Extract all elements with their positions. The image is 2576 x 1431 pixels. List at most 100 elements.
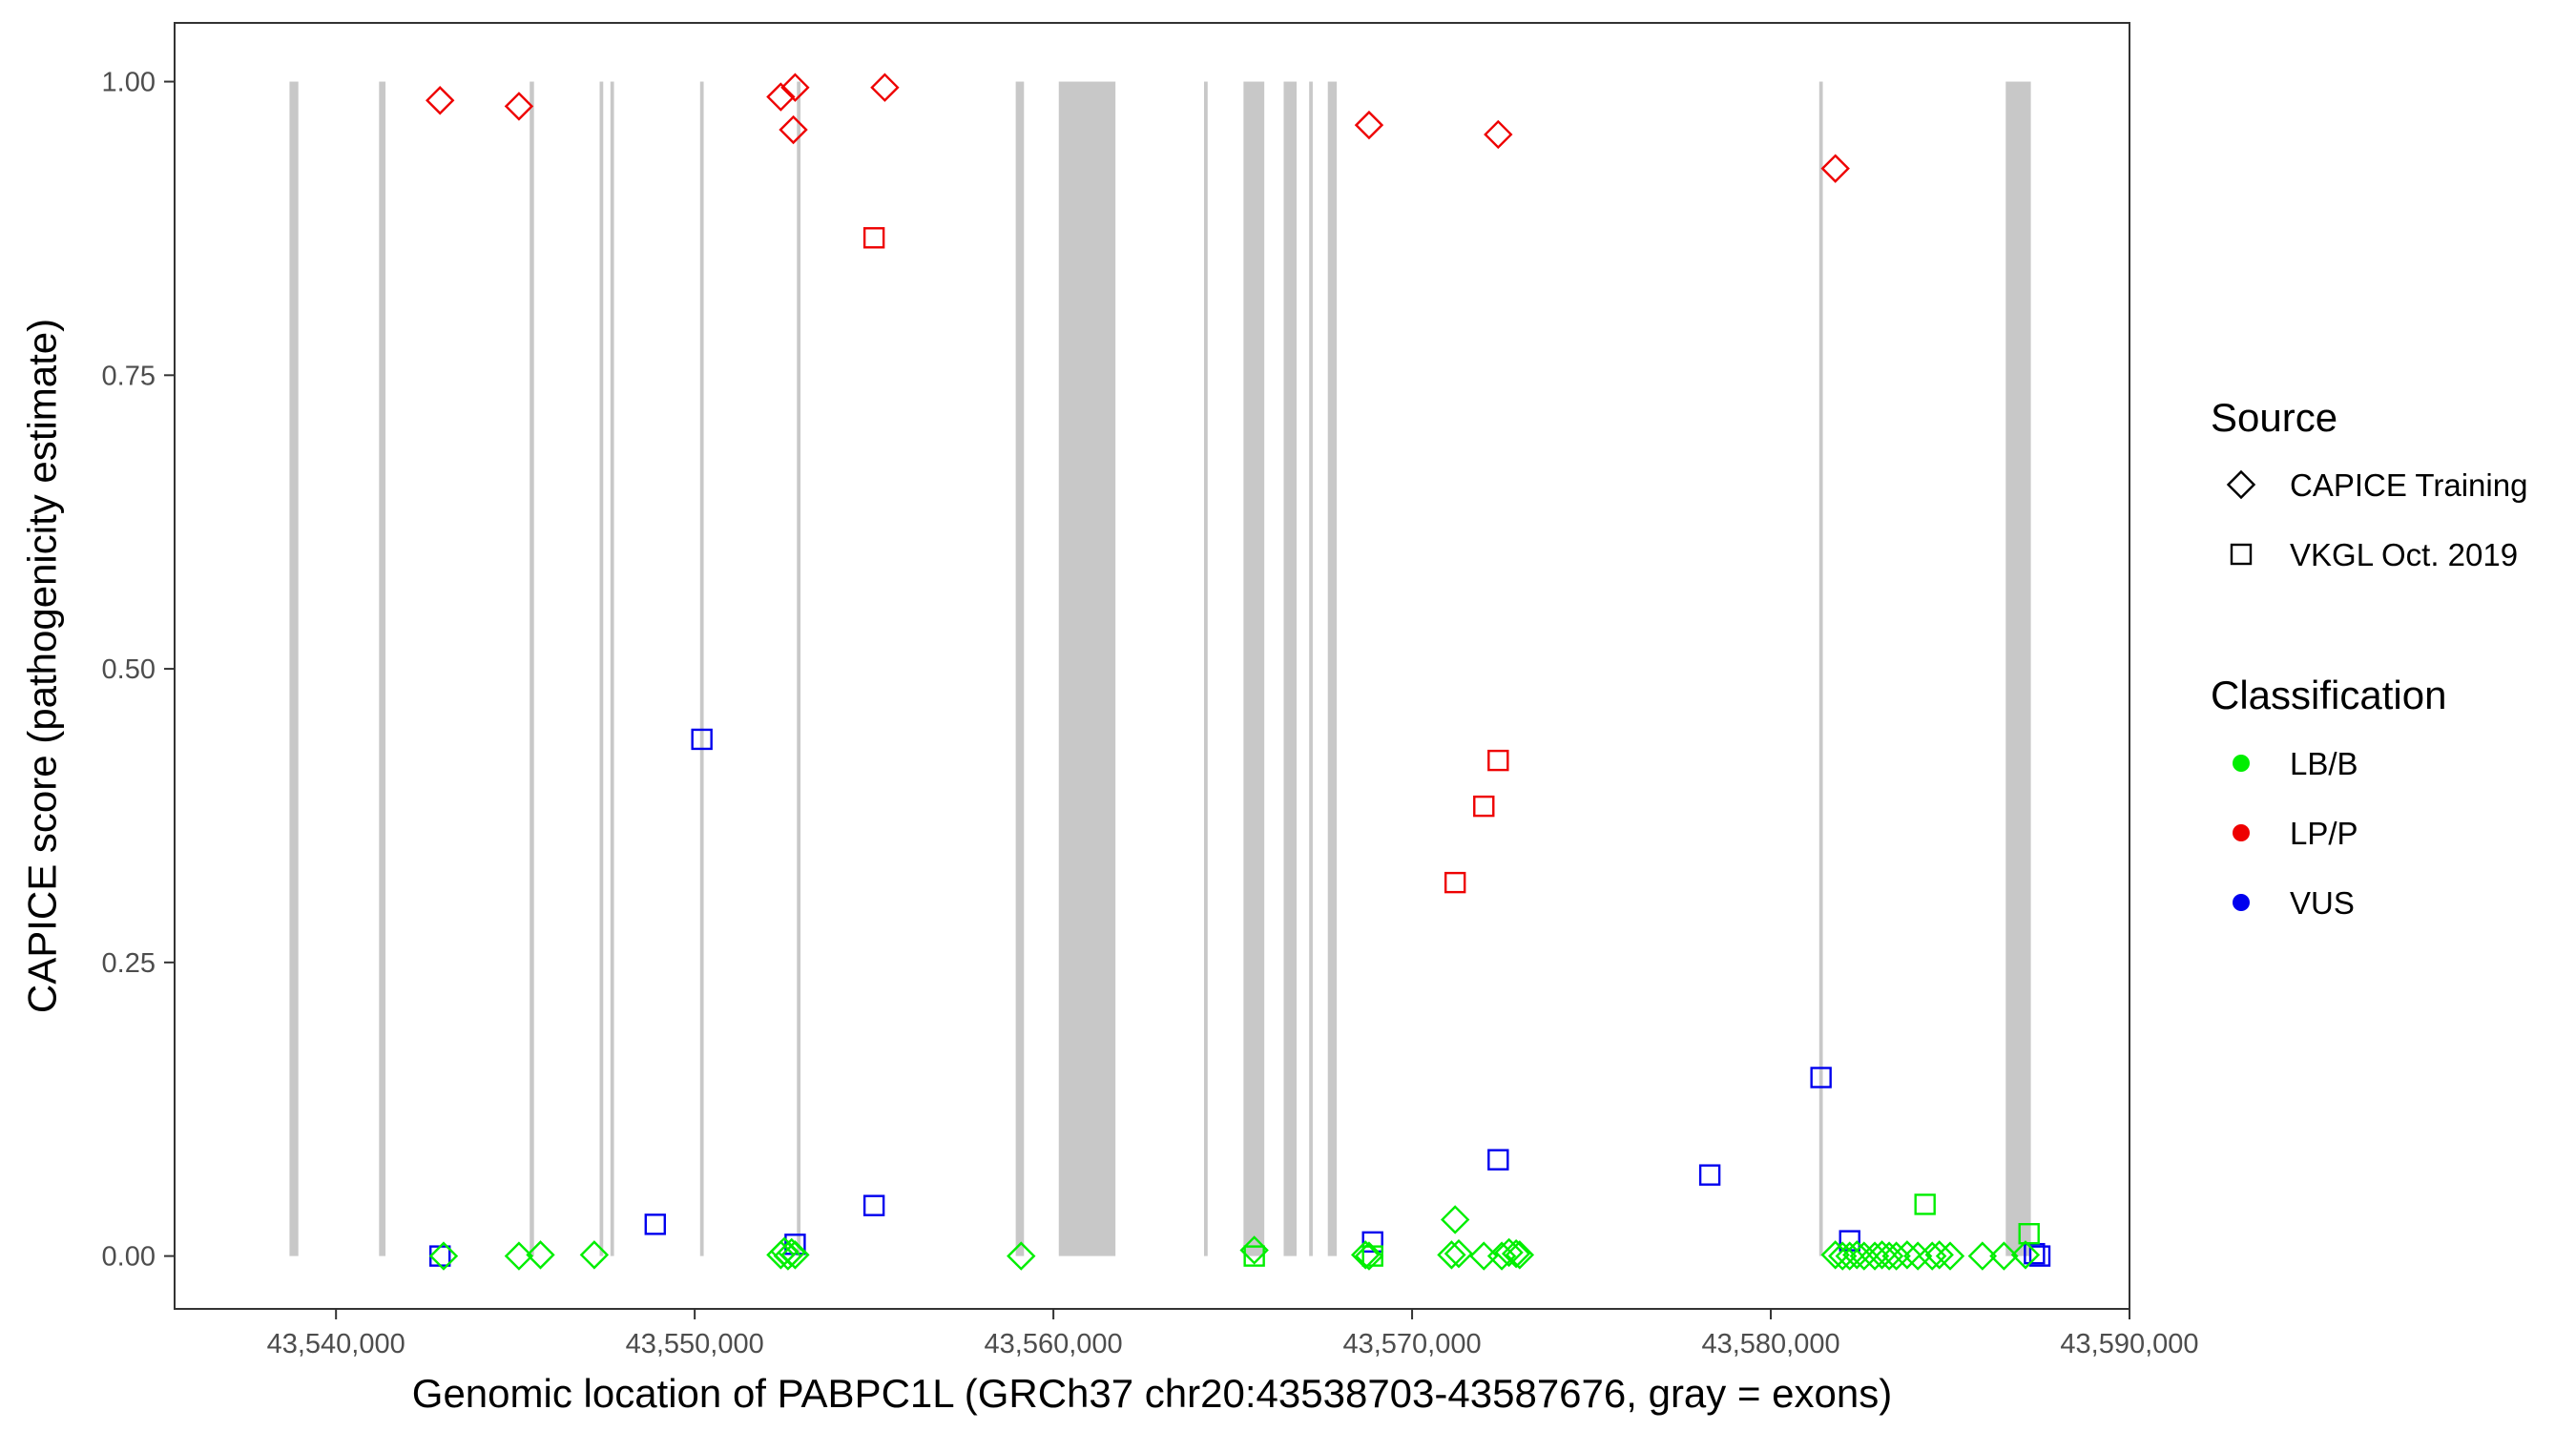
exon-band (1818, 81, 1823, 1256)
data-point-square (1698, 1164, 1721, 1186)
y-axis: 0.00 0.25 0.50 0.75 1.00 (102, 68, 175, 1273)
series-lbb-square (1243, 1193, 2040, 1267)
series-vus-square (429, 728, 2051, 1267)
exon-band (1327, 81, 1338, 1256)
exon-band (610, 81, 614, 1256)
exon-band (379, 81, 386, 1256)
exon-band (2005, 81, 2031, 1256)
data-point-square (1473, 795, 1495, 818)
data-point-diamond (504, 1241, 534, 1271)
series-lbb-diamond (428, 1205, 2041, 1271)
data-point-diamond (1505, 1240, 1535, 1270)
data-point-square (1243, 1245, 1265, 1267)
data-point-square (862, 227, 885, 249)
data-point-diamond (780, 73, 810, 102)
data-point-diamond (1989, 1241, 2019, 1271)
data-point-square (691, 728, 713, 751)
data-point-square (862, 1194, 885, 1216)
exon-band (797, 81, 801, 1256)
data-point-diamond (1440, 1205, 1470, 1234)
legend-title-classification: Classification (2211, 673, 2446, 717)
y-tick-label: 0.50 (102, 654, 156, 685)
data-point-square (1361, 1245, 1383, 1267)
data-point-diamond (2010, 1240, 2041, 1270)
exon-band (289, 81, 299, 1256)
data-point-diamond (1820, 1240, 1850, 1270)
data-point-square (1487, 1149, 1509, 1171)
data-point-diamond (1859, 1241, 1890, 1271)
x-tick-label: 43,560,000 (985, 1329, 1123, 1359)
x-axis: 43,540,000 43,550,000 43,560,000 43,570,000… (267, 1309, 2199, 1359)
data-point-square (1361, 1231, 1383, 1254)
exon-band (1204, 81, 1208, 1256)
legend: Source CAPICE Training VKGL Oct. 2019 Cla… (2211, 395, 2527, 921)
data-point-diamond (1835, 1241, 1864, 1271)
data-point-diamond (1444, 1238, 1474, 1269)
data-point-diamond (1484, 119, 1513, 150)
x-tick-label: 43,580,000 (1701, 1329, 1839, 1359)
data-point-square (2018, 1223, 2040, 1245)
legend-label: LP/P (2290, 816, 2358, 851)
data-point-square (1839, 1230, 1860, 1252)
data-point-square (1810, 1067, 1832, 1089)
data-point-diamond (579, 1240, 610, 1270)
exon-band (699, 81, 704, 1256)
data-point-diamond (1437, 1240, 1466, 1270)
data-point-diamond (1867, 1240, 1897, 1270)
legend-key-dot (2233, 894, 2250, 911)
legend-key-dot (2233, 824, 2250, 841)
data-point-diamond (428, 1241, 459, 1271)
data-point-diamond (1351, 1240, 1381, 1270)
series-lpp-diamond (426, 73, 1850, 183)
exon-band (1309, 81, 1313, 1256)
data-point-diamond (779, 114, 808, 145)
data-point-square (1487, 749, 1509, 772)
y-tick-label: 0.00 (102, 1242, 156, 1273)
data-point-diamond (1501, 1238, 1531, 1269)
x-tick-label: 43,550,000 (626, 1329, 764, 1359)
data-point-square (644, 1213, 666, 1235)
data-point-diamond (1881, 1241, 1911, 1271)
legend-label: VKGL Oct. 2019 (2290, 537, 2518, 572)
exon-band (1283, 81, 1298, 1256)
data-point-diamond (870, 73, 900, 102)
x-tick-label: 43,570,000 (1342, 1329, 1481, 1359)
exon-band (1015, 81, 1025, 1256)
data-point-diamond (426, 86, 455, 115)
data-point-diamond (526, 1240, 555, 1270)
data-point-square (1914, 1193, 1936, 1215)
exon-band (530, 81, 534, 1256)
data-point-diamond (1902, 1241, 1933, 1271)
y-axis-title: CAPICE score (pathogenicity estimate) (20, 319, 65, 1013)
data-point-diamond (1924, 1240, 1954, 1270)
legend-label: CAPICE Training (2290, 467, 2527, 503)
exon-band (1058, 81, 1116, 1256)
data-point-diamond (1494, 1237, 1524, 1268)
exon-bands (289, 81, 2031, 1256)
y-tick-label: 0.25 (102, 948, 156, 979)
data-point-diamond (1935, 1241, 1965, 1271)
legend-label: VUS (2290, 885, 2355, 921)
data-point-diamond (780, 1240, 810, 1270)
data-point-diamond (1820, 154, 1850, 183)
legend-title-source: Source (2211, 395, 2337, 440)
data-point-diamond (1007, 1241, 1036, 1271)
legend-source-items: CAPICE Training VKGL Oct. 2019 (2226, 467, 2527, 572)
legend-classification-items: LB/B LP/P VUS (2233, 746, 2358, 921)
data-points (426, 73, 2051, 1271)
legend-key-dot (2233, 755, 2250, 772)
data-point-diamond (1469, 1241, 1499, 1271)
x-axis-title: Genomic location of PABPC1L (GRCh37 chr2… (412, 1371, 1892, 1416)
data-point-square (1444, 871, 1466, 894)
data-point-diamond (766, 82, 796, 112)
exon-band (599, 81, 604, 1256)
y-tick-label: 1.00 (102, 68, 156, 98)
data-point-square (2028, 1245, 2051, 1267)
data-point-diamond (1354, 110, 1384, 140)
data-point-diamond (504, 92, 534, 121)
data-point-diamond (1842, 1240, 1872, 1270)
legend-label: LB/B (2290, 746, 2358, 781)
data-point-diamond (1828, 1241, 1858, 1271)
exon-band (1243, 81, 1265, 1256)
data-point-diamond (1354, 1241, 1384, 1271)
